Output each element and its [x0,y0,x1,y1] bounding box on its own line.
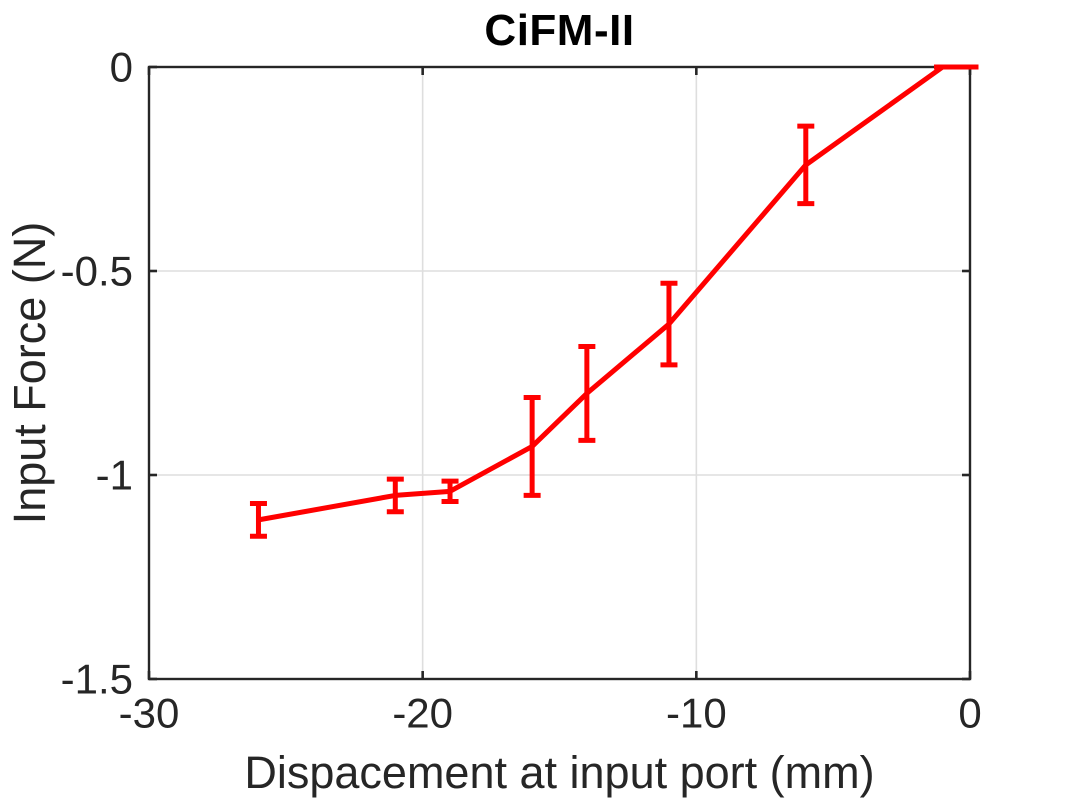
y-tick-label: -1.5 [61,656,133,703]
x-tick-label: -30 [119,689,180,736]
y-tick-label: -0.5 [61,248,133,295]
chart-title: CiFM-II [484,6,635,55]
x-axis-label: Dispacement at input port (mm) [244,747,875,798]
data-line [258,64,970,523]
x-tick-label: -20 [392,689,453,736]
x-tick-label: -10 [666,689,727,736]
axes-box [147,65,972,681]
y-tick-label: 0 [110,44,133,91]
y-tick-label: -1 [96,452,133,499]
x-tick-label: 0 [958,689,981,736]
